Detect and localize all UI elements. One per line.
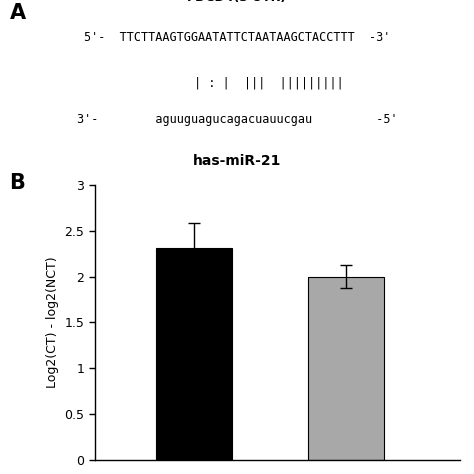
- Text: has-miR-21: has-miR-21: [193, 154, 281, 168]
- Bar: [155, 248, 232, 460]
- Text: 5'-  TTCTTAAGTGGAATATTCTAATAAGCTACCTTT  -3': 5'- TTCTTAAGTGGAATATTCTAATAAGCTACCTTT -3…: [84, 31, 390, 44]
- Text: B: B: [9, 173, 25, 193]
- Bar: [308, 276, 384, 460]
- Text: | : |  |||  |||||||||: | : | ||| |||||||||: [130, 77, 344, 90]
- Text: A: A: [9, 3, 26, 23]
- Text: 3'-        aguuguagucagacuauucgau         -5': 3'- aguuguagucagacuauucgau -5': [77, 113, 397, 126]
- Text: PDCD4(3'UTR): PDCD4(3'UTR): [187, 0, 287, 4]
- Y-axis label: Log2(CT) - log2(NCT): Log2(CT) - log2(NCT): [46, 256, 59, 388]
